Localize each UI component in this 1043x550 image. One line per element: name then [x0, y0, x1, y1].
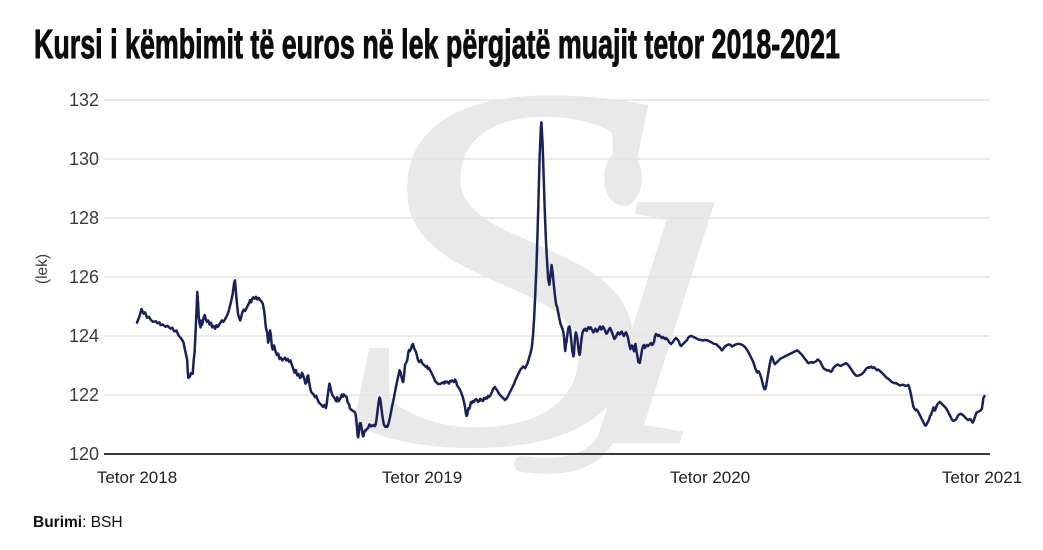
- svg-text:Tetor 2018: Tetor 2018: [97, 468, 177, 487]
- svg-text:Tetor 2020: Tetor 2020: [670, 468, 750, 487]
- svg-text:130: 130: [69, 149, 99, 169]
- svg-text:(lek): (lek): [34, 254, 51, 284]
- svg-text:124: 124: [69, 326, 99, 346]
- svg-text:120: 120: [69, 444, 99, 464]
- svg-text:Tetor 2021: Tetor 2021: [942, 468, 1022, 487]
- svg-text:122: 122: [69, 385, 99, 405]
- svg-text:132: 132: [69, 90, 99, 110]
- svg-text:126: 126: [69, 267, 99, 287]
- svg-text:Tetor 2019: Tetor 2019: [382, 468, 462, 487]
- svg-text:S: S: [346, 0, 658, 550]
- svg-text:128: 128: [69, 208, 99, 228]
